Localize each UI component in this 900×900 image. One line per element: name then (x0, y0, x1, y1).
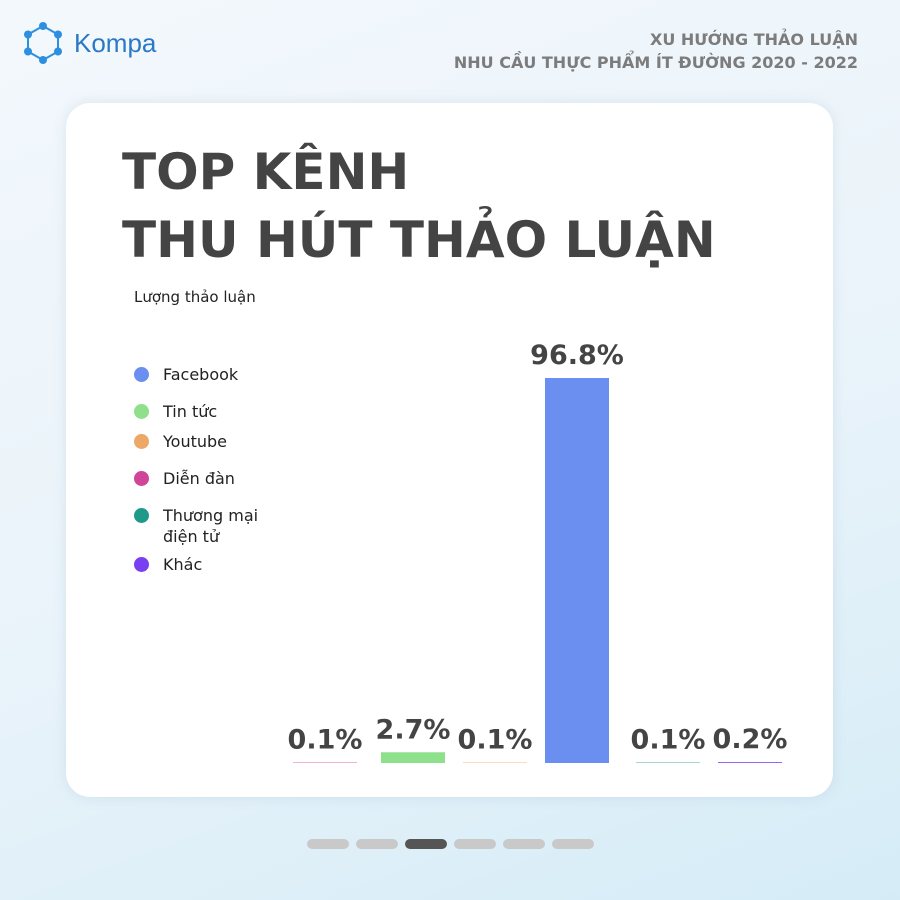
data-label: 2.7% (376, 714, 451, 745)
page-dot[interactable] (356, 839, 398, 849)
legend-label: Facebook (163, 365, 239, 384)
legend-label: Tin tức (163, 402, 218, 421)
logo: Kompa (20, 20, 156, 66)
chart-title: TOP KÊNH THU HÚT THẢO LUẬN (122, 138, 716, 274)
page-dot[interactable] (307, 839, 349, 849)
subtitle: NHU CẦU THỰC PHẨM ÍT ĐƯỜNG 2020 - 2022 (453, 53, 858, 72)
legend-swatch (134, 404, 149, 419)
page-dot[interactable] (552, 839, 594, 849)
subtitle: XU HƯỚNG THẢO LUẬN (650, 30, 858, 49)
legend-item: Diễn đàn (134, 468, 284, 489)
y-axis-label: Lượng thảo luận (134, 288, 256, 306)
legend-item: Khác (134, 554, 284, 575)
data-label: 0.2% (713, 724, 788, 755)
logo-icon (24, 22, 62, 64)
data-label: 0.1% (458, 725, 533, 756)
pagination (307, 839, 594, 849)
legend-swatch (134, 367, 149, 382)
legend-item: Tin tức (134, 401, 284, 422)
legend-swatch (134, 471, 149, 486)
legend-label: Youtube (163, 432, 227, 451)
legend-label: Khác (163, 555, 203, 574)
bar (545, 378, 609, 763)
page-dot[interactable] (454, 839, 496, 849)
page-dot[interactable] (503, 839, 545, 849)
bar (381, 752, 445, 763)
legend-swatch (134, 434, 149, 449)
title-line: TOP KÊNH (122, 143, 410, 201)
data-label: 0.1% (631, 725, 706, 756)
page-dot-active[interactable] (405, 839, 447, 849)
card (66, 103, 833, 797)
legend-label: Thương mại điện tử (163, 506, 259, 546)
title-line: THU HÚT THẢO LUẬN (122, 211, 716, 269)
data-label: 0.1% (288, 725, 363, 756)
legend-swatch (134, 508, 149, 523)
header-text: XU HƯỚNG THẢO LUẬN NHU CẦU THỰC PHẨM ÍT … (454, 28, 858, 74)
legend-swatch (134, 557, 149, 572)
brand: Kompa (74, 27, 157, 58)
data-label: 96.8% (530, 340, 624, 371)
legend-label: Diễn đàn (163, 469, 235, 488)
bar (718, 762, 782, 763)
legend-item: Youtube (134, 431, 284, 452)
legend-item: Facebook (134, 364, 284, 385)
legend-item: Thương mại điện tử (134, 505, 284, 547)
